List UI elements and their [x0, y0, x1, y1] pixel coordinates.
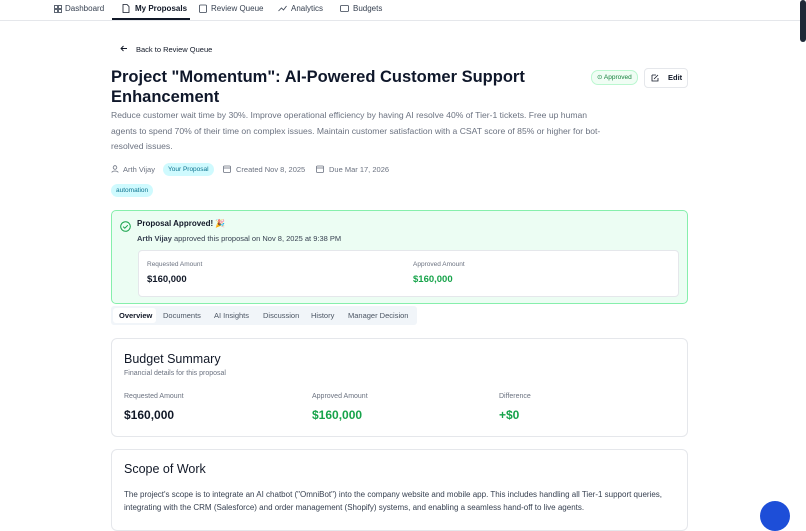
created-date: Created Nov 8, 2025 [236, 165, 306, 174]
tab[interactable]: Manager Decision [348, 311, 409, 320]
amount-label: Requested Amount [147, 261, 203, 268]
nav-link[interactable]: Analytics [291, 4, 324, 13]
tab[interactable]: Overview [119, 311, 153, 320]
budget-value: $160,000 [124, 408, 175, 422]
edit-button[interactable]: Edit [644, 68, 688, 88]
due-date: Due Mar 17, 2026 [329, 165, 390, 174]
active-tab [113, 308, 156, 323]
card-title: Budget Summary [124, 352, 221, 366]
card-subtitle: Financial details for this proposal [124, 370, 226, 377]
nav-link[interactable]: Review Queue [211, 4, 264, 13]
edit-icon [651, 74, 659, 82]
approver: Arth Vijay [137, 234, 172, 243]
nav-icon [278, 5, 287, 12]
check-icon [120, 221, 131, 232]
approval-banner: Proposal Approved! 🎉 Arth Vijay approved… [111, 210, 688, 304]
tab[interactable]: History [311, 311, 335, 320]
scrollbar[interactable] [800, 0, 806, 42]
author: Arth Vijay [123, 165, 155, 174]
status-text: Approved [603, 74, 632, 81]
active-underline [112, 18, 190, 20]
budget-value: +$0 [499, 408, 520, 422]
top-nav: Dashboard My Proposals Review Queue Anal… [0, 0, 806, 21]
amount-value: $160,000 [147, 274, 187, 285]
calendar-icon [316, 165, 324, 173]
tab-bar [111, 306, 417, 325]
nav-link[interactable]: Budgets [353, 4, 383, 13]
calendar-icon [223, 165, 231, 173]
nav-link[interactable]: Dashboard [65, 4, 105, 13]
tab[interactable]: AI Insights [214, 311, 250, 320]
amounts-box: Requested Amount $160,000 Approved Amoun… [138, 250, 679, 297]
status-badge: ⊙ Approved [591, 70, 638, 85]
proposal-description: Reduce customer wait time by 30%. Improv… [111, 110, 601, 152]
tag[interactable]: automation [111, 184, 154, 197]
approval-title: Proposal Approved! 🎉 [137, 219, 226, 228]
budget-label: Approved Amount [312, 393, 368, 400]
budget-card: Budget Summary Financial details for thi… [111, 338, 688, 437]
scope-text: The project's scope is to integrate an A… [124, 490, 663, 512]
chat-button[interactable] [760, 501, 790, 531]
nav-icon [122, 4, 130, 13]
tab[interactable]: Discussion [263, 311, 300, 320]
proposal-title: Project "Momentum": AI-Powered Customer … [111, 68, 525, 106]
back-link[interactable]: Back to Review Queue [136, 45, 213, 54]
budget-label: Requested Amount [124, 393, 184, 400]
nav-icon [199, 4, 207, 13]
amount-value: $160,000 [413, 274, 453, 285]
nav-icon [340, 5, 349, 12]
nav-icon [54, 5, 62, 13]
scope-card: Scope of Work The project's scope is to … [111, 449, 688, 531]
budget-label: Difference [499, 393, 531, 400]
approval-text: approved this proposal on Nov 8, 2025 at… [173, 234, 342, 243]
edit-label[interactable]: Edit [668, 73, 683, 82]
budget-value: $160,000 [312, 408, 363, 422]
back-icon [120, 45, 127, 52]
amount-label: Approved Amount [413, 261, 465, 268]
card-title: Scope of Work [124, 462, 206, 476]
owner-badge: Your Proposal [163, 163, 214, 176]
user-icon [111, 165, 119, 173]
nav-link[interactable]: My Proposals [135, 4, 188, 13]
tab[interactable]: Documents [163, 311, 201, 320]
